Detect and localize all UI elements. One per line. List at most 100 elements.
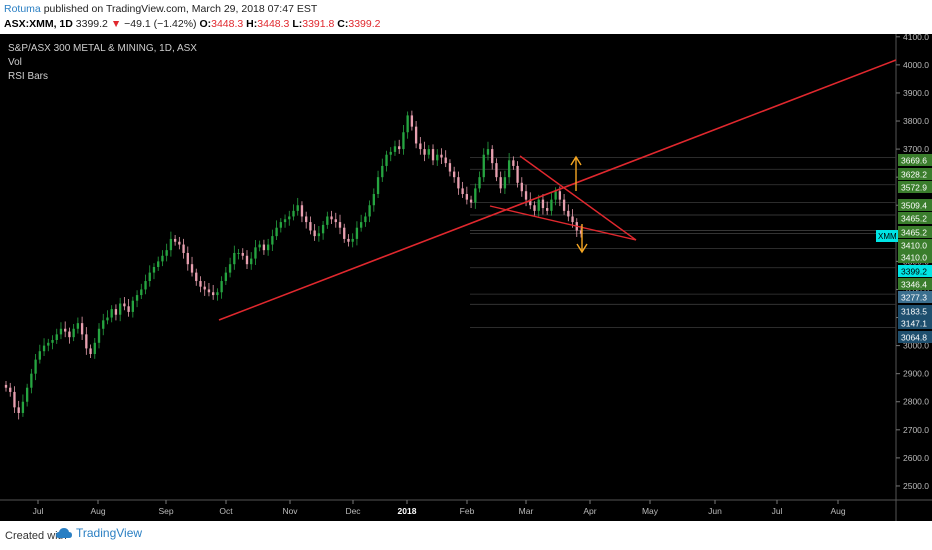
tradingview-logo[interactable]: TradingView <box>56 526 142 540</box>
candle-body <box>571 216 574 223</box>
price-level-label: 3509.4 <box>901 201 927 211</box>
candle-body <box>355 227 359 239</box>
price-level-tag <box>898 331 932 343</box>
x-tick-label: 2018 <box>398 506 417 516</box>
candle-body <box>507 160 511 178</box>
candle-body <box>262 244 266 251</box>
price-level-tag <box>898 278 932 290</box>
y-tick-label: 3900.0 <box>903 88 929 98</box>
x-tick-label: Jun <box>708 506 722 516</box>
price-chart[interactable]: 2500.02600.02700.02800.02900.03000.03100… <box>0 34 932 521</box>
candle-body <box>579 230 583 234</box>
low-label: L: <box>292 18 303 30</box>
candle-body <box>275 227 278 237</box>
candle-body <box>393 146 397 152</box>
x-tick-label: Jul <box>772 506 783 516</box>
candle-body <box>461 188 464 195</box>
candle-body <box>258 244 261 248</box>
candle-body <box>203 286 206 290</box>
legend-rsi[interactable]: RSI Bars <box>8 71 49 82</box>
y-tick-label: 3800.0 <box>903 116 929 126</box>
candle-body <box>173 238 177 242</box>
candle-body <box>212 292 215 296</box>
candle-body <box>330 216 333 220</box>
legend-vol[interactable]: Vol <box>8 57 22 68</box>
candle-body <box>562 199 566 211</box>
candle-body <box>59 328 63 335</box>
candle-body <box>199 281 202 287</box>
author-link[interactable]: Rotuma <box>4 3 41 15</box>
price-level-label: 3346.4 <box>901 280 927 290</box>
candle-body <box>161 255 164 262</box>
change-value: −49.1 (−1.42%) <box>124 18 197 30</box>
price-level-tag <box>898 265 932 277</box>
candle-body <box>423 149 426 155</box>
candle-body <box>127 306 130 312</box>
candle-body <box>541 199 545 209</box>
candle-body <box>123 303 126 307</box>
y-tick-label: 4000.0 <box>903 60 929 70</box>
x-tick-label: Jul <box>33 506 44 516</box>
candle-body <box>550 199 553 211</box>
candle-body <box>431 149 435 161</box>
candle-body <box>110 309 113 318</box>
candle-body <box>207 289 211 293</box>
price-level-label: 3064.8 <box>901 333 927 343</box>
candle-body <box>296 205 299 211</box>
y-tick-label: 2800.0 <box>903 397 929 407</box>
open-label: O: <box>199 18 212 30</box>
price-level-label: 3410.0 <box>901 241 927 251</box>
candle-body <box>55 334 58 340</box>
candle-body <box>474 188 477 203</box>
x-tick-label: Oct <box>219 506 233 516</box>
price-level-label: 3669.6 <box>901 156 927 166</box>
candle-body <box>271 236 274 245</box>
candle-body <box>389 151 392 155</box>
candle-body <box>178 241 181 245</box>
uptrend-line <box>218 59 897 321</box>
price-level-label: 3628.2 <box>901 170 927 180</box>
candle-body <box>338 222 342 228</box>
candle-body <box>381 165 384 178</box>
high-value: 3448.3 <box>257 18 290 30</box>
change-arrow-icon: ▼ <box>110 18 122 30</box>
candle-body <box>51 339 54 343</box>
candle-body <box>224 272 228 282</box>
footer: Created with TradingView <box>0 521 932 550</box>
candle-body <box>398 146 401 150</box>
y-tick-label: 2700.0 <box>903 425 929 435</box>
triangle-upper-line <box>519 155 637 241</box>
candle-body <box>165 250 168 256</box>
chart-area[interactable]: 2500.02600.02700.02800.02900.03000.03100… <box>0 34 932 521</box>
candle-body <box>495 163 498 178</box>
price-level-label: 3277.3 <box>901 293 927 303</box>
price-level-label: 3465.2 <box>901 214 927 224</box>
candle-body <box>457 177 460 189</box>
candle-body <box>372 194 375 206</box>
candle-body <box>266 244 270 251</box>
candle-body <box>402 132 405 150</box>
price-level-tag <box>898 317 932 329</box>
candle-body <box>9 387 12 392</box>
candle-body <box>118 303 122 315</box>
symbol-label[interactable]: ASX:XMM, 1D <box>4 18 73 30</box>
candle-body <box>478 177 481 189</box>
candle-body <box>313 230 316 237</box>
candle-body <box>144 281 147 290</box>
candle-body <box>42 345 46 352</box>
price-level-tag <box>898 199 932 211</box>
candle-body <box>440 154 443 158</box>
candle-body <box>186 252 189 265</box>
candle-body <box>131 300 135 312</box>
candle-body <box>106 317 109 321</box>
candle-body <box>321 224 325 234</box>
candle-body <box>512 160 515 166</box>
price-level-label: 3572.9 <box>901 183 927 193</box>
candle-body <box>97 328 101 343</box>
candle-body <box>283 219 287 223</box>
candle-body <box>499 177 502 189</box>
x-tick-label: Apr <box>583 506 596 516</box>
candle-body <box>537 199 540 211</box>
price-level-label: 3183.5 <box>901 307 927 317</box>
candle-body <box>491 149 494 164</box>
